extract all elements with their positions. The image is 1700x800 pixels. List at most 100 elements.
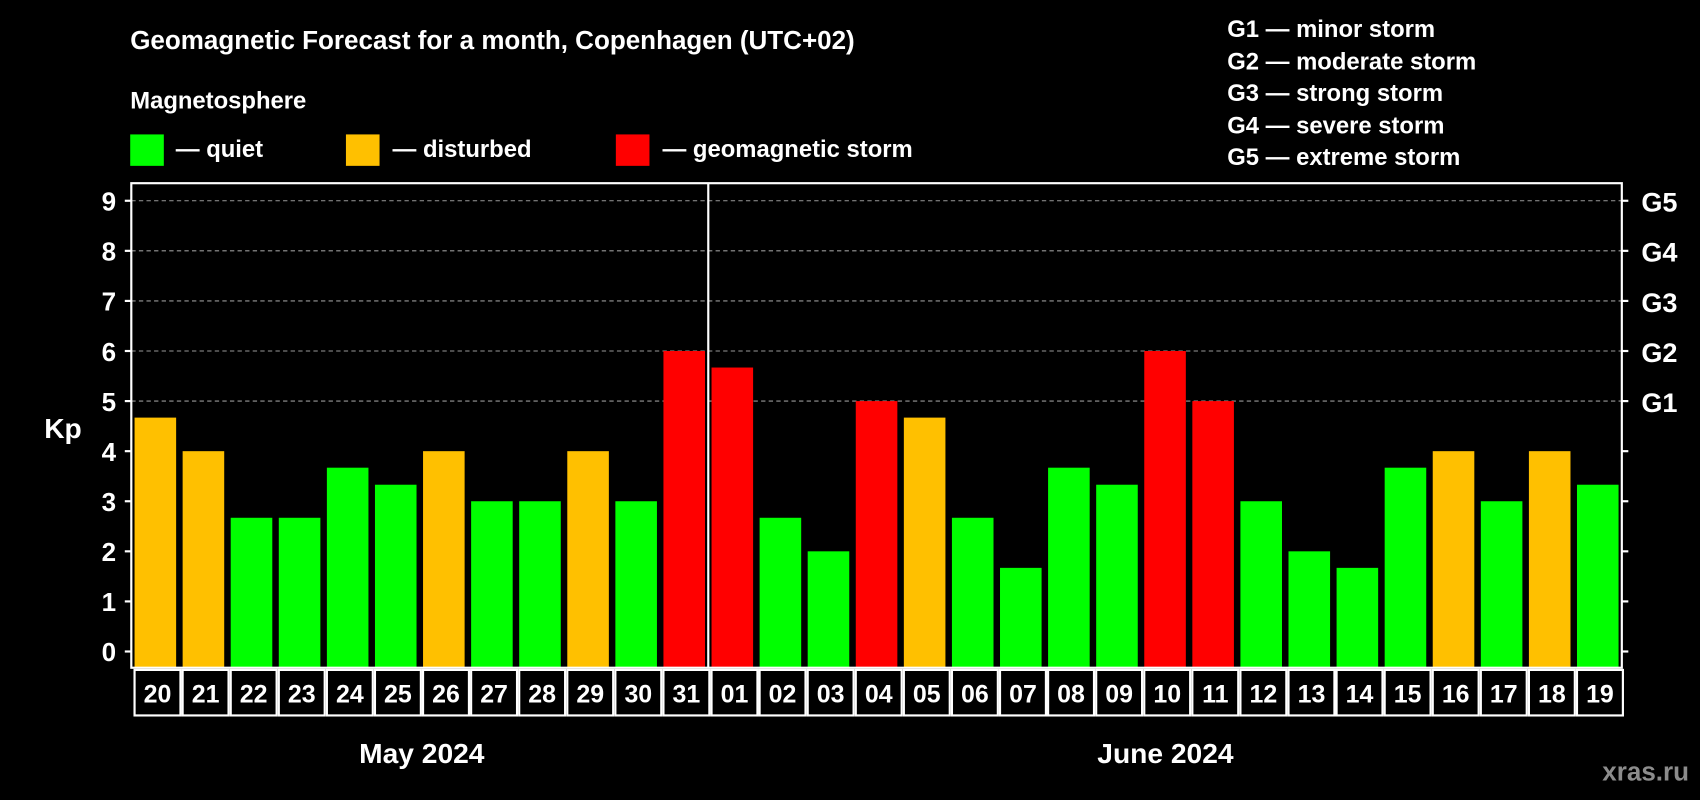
x-label-box (1047, 668, 1096, 717)
g-scale-label: G2 (1641, 337, 1677, 368)
storm-scale-g3: G3 — strong storm (1227, 80, 1443, 107)
axes: 0 1 2 3 4 5 6 7 8 9 G1 G2 G3 G4 G5 (102, 182, 1677, 669)
bar-01 (711, 367, 754, 668)
x-tick-label: 05 (913, 680, 941, 708)
month-label-june: June 2024 (1097, 737, 1234, 769)
bar-07 (1000, 567, 1042, 668)
x-label-box (566, 668, 615, 717)
x-label-box (470, 668, 519, 717)
y-tick-label: 1 (102, 587, 116, 617)
bars (134, 351, 1619, 668)
g-scale-label: G1 (1641, 387, 1677, 418)
x-tick-label: 21 (192, 680, 220, 708)
x-tick-label: 14 (1346, 680, 1374, 708)
x-tick-label: 04 (865, 680, 893, 708)
bar-15 (1384, 467, 1427, 668)
bar-22 (230, 517, 273, 668)
x-tick-label: 15 (1394, 680, 1422, 708)
x-label-box (1239, 668, 1288, 717)
x-tick-label: 22 (240, 680, 268, 708)
legend-swatch-storm (615, 134, 650, 166)
chart-title: Geomagnetic Forecast for a month, Copenh… (130, 25, 855, 55)
bar-26 (423, 451, 465, 668)
y-tick-label: 6 (102, 337, 116, 367)
x-label-box (421, 668, 471, 717)
storm-scale-g4: G4 — severe storm (1227, 112, 1444, 139)
legend-title: Magnetosphere (130, 87, 306, 114)
bar-03 (807, 551, 850, 668)
bar-18 (1528, 451, 1571, 668)
x-tick-label: 30 (624, 680, 652, 708)
x-tick-labels: 20 21 22 23 24 25 26 27 28 29 30 31 01 02 03 04 05 06 07 08… (133, 668, 1624, 717)
x-label-box (181, 668, 230, 717)
x-tick-label: 26 (432, 680, 460, 708)
x-tick-label: 09 (1105, 680, 1133, 708)
y-tick-label: 4 (102, 437, 117, 467)
bar-14 (1336, 567, 1379, 668)
x-tick-label: 25 (384, 680, 412, 708)
bar-29 (567, 451, 609, 668)
y-tick-label: 5 (102, 387, 116, 417)
x-label-box (133, 668, 182, 717)
x-tick-label: 27 (480, 680, 508, 708)
x-label-box (1383, 668, 1432, 717)
x-tick-label: 07 (1009, 680, 1037, 708)
x-label-box (710, 668, 759, 717)
x-label-box (758, 668, 807, 717)
x-label-box (902, 668, 951, 717)
bar-19 (1576, 484, 1619, 668)
storm-scale-list: G1 — minor storm G2 — moderate storm G3 … (1227, 16, 1476, 171)
gridlines (131, 200, 1622, 402)
bar-11 (1192, 401, 1234, 668)
y-tick-label: 7 (102, 287, 116, 317)
x-tick-label: 19 (1586, 680, 1614, 708)
g-scale-label: G3 (1641, 287, 1677, 318)
x-label-box (1527, 668, 1576, 717)
bar-25 (374, 484, 417, 668)
x-label-box (806, 668, 855, 717)
x-label-box (1095, 668, 1144, 717)
x-label-box (1431, 668, 1480, 717)
bar-06 (951, 517, 994, 668)
bar-20 (134, 417, 177, 668)
x-label-box (1143, 668, 1192, 717)
x-tick-label: 08 (1057, 680, 1085, 708)
y-tick-label: 3 (102, 487, 116, 517)
storm-scale-g2: G2 — moderate storm (1227, 48, 1476, 75)
x-label-box (277, 668, 326, 717)
x-tick-label: 16 (1442, 680, 1470, 708)
month-label-may: May 2024 (359, 737, 485, 769)
x-label-box (1191, 668, 1240, 717)
plot-frame (130, 182, 1623, 669)
x-label-box (1479, 668, 1528, 717)
x-label-box (950, 668, 999, 717)
bar-31 (663, 351, 706, 668)
x-label-box (854, 668, 903, 717)
y-tick-label: 2 (102, 537, 116, 567)
storm-scale-g1: G1 — minor storm (1227, 16, 1435, 43)
x-tick-label: 02 (769, 680, 797, 708)
bar-02 (759, 517, 802, 668)
x-tick-label: 31 (673, 680, 701, 708)
x-label-box (1575, 668, 1624, 717)
x-tick-label: 01 (721, 680, 749, 708)
x-tick-label: 28 (528, 680, 556, 708)
x-tick-label: 03 (817, 680, 845, 708)
x-tick-label: 13 (1298, 680, 1326, 708)
bar-23 (278, 517, 321, 668)
g-scale-label: G4 (1641, 237, 1677, 268)
storm-scale-g5: G5 — extreme storm (1227, 144, 1460, 171)
bar-27 (471, 501, 513, 668)
bar-08 (1048, 467, 1090, 668)
x-tick-label: 23 (288, 680, 316, 708)
x-label-box (373, 668, 422, 717)
watermark: xras.ru (1602, 756, 1689, 786)
legend-swatch-disturbed (345, 134, 380, 166)
x-label-box (998, 668, 1048, 717)
x-label-box (518, 668, 567, 717)
bar-10 (1144, 351, 1186, 668)
x-label-box (1287, 668, 1336, 717)
x-label-box (229, 668, 278, 717)
bar-16 (1432, 451, 1475, 668)
x-label-box (662, 668, 711, 717)
